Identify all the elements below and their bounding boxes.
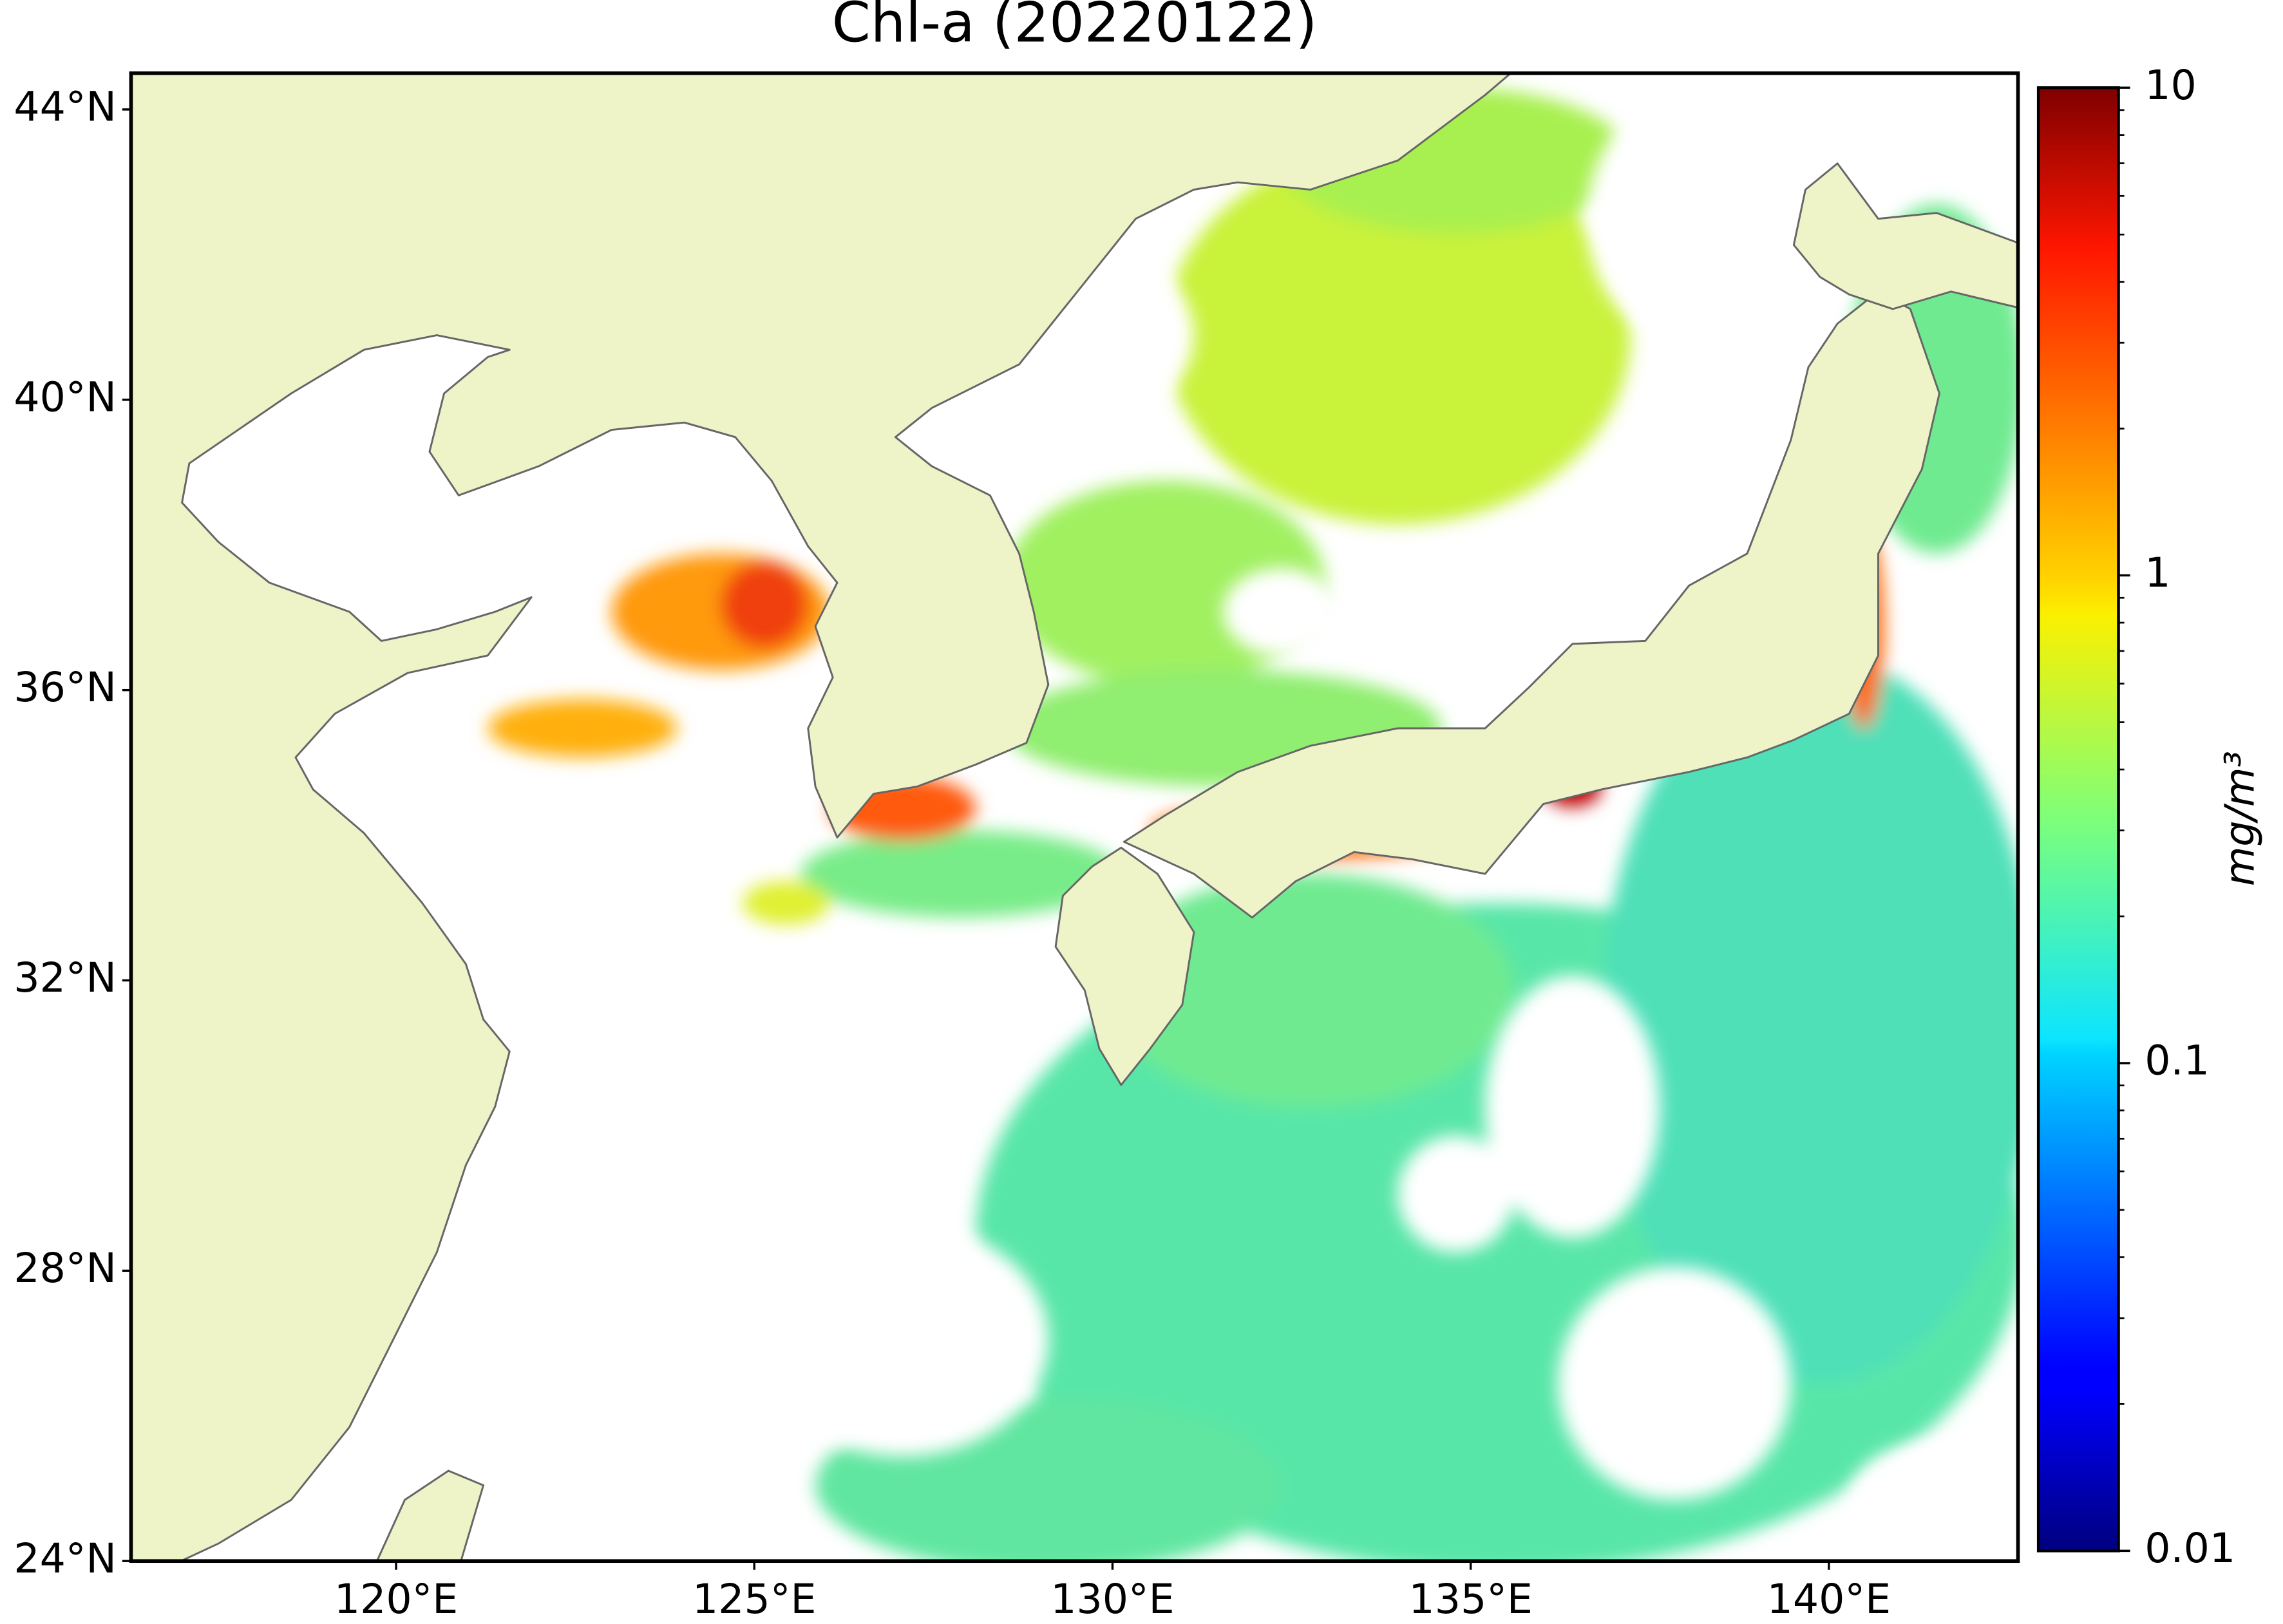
chl-patch: [488, 699, 677, 758]
chl-patch: [1106, 874, 1515, 1107]
chl-patch: [1602, 656, 2018, 1384]
kyushu: [1054, 846, 1195, 1086]
x-tick-label: 140°E: [1767, 1575, 1891, 1623]
chl-patch: [721, 561, 808, 648]
mainland: [131, 73, 1513, 1562]
cloud: [1849, 1441, 2018, 1558]
map-area: [131, 73, 2018, 1562]
land: [131, 73, 2018, 1562]
colorbar-tick-label: 1: [2145, 549, 2170, 596]
cloud: [1558, 1267, 1791, 1500]
y-tick-label: 24°N: [14, 1534, 117, 1582]
honshu-shikoku: [1123, 290, 1940, 919]
y-tick-label: 44°N: [14, 83, 117, 131]
colorbar-tick-label: 10: [2145, 61, 2197, 109]
y-tick-label: 28°N: [14, 1244, 117, 1292]
colorbar-label: mg/m³: [2215, 751, 2263, 886]
cloud: [1223, 568, 1340, 656]
chl-patch: [743, 881, 830, 925]
cloud: [1485, 976, 1660, 1238]
colorbar: [2036, 86, 2120, 1553]
colorbar-tick-label: 0.1: [2145, 1037, 2210, 1084]
y-tick-label: 32°N: [14, 954, 117, 1001]
cloud: [757, 1223, 1048, 1457]
hokkaido: [1792, 162, 2018, 310]
map-title: Chl-a (20220122): [832, 0, 1318, 55]
y-tick-label: 36°N: [14, 663, 117, 711]
x-tick-label: 130°E: [1050, 1575, 1174, 1623]
colorbar-tick-label: 0.01: [2145, 1524, 2235, 1572]
cloud: [1587, 102, 1762, 335]
x-tick-label: 120°E: [334, 1575, 458, 1623]
y-tick-label: 40°N: [14, 373, 117, 420]
taiwan: [375, 1469, 485, 1562]
x-tick-label: 125°E: [692, 1575, 816, 1623]
chl-patch: [1164, 146, 1631, 525]
cloud: [1397, 1136, 1515, 1252]
x-tick-label: 135°E: [1408, 1575, 1532, 1623]
chl-patch: [800, 830, 1121, 918]
map-frame: [129, 71, 2020, 1563]
